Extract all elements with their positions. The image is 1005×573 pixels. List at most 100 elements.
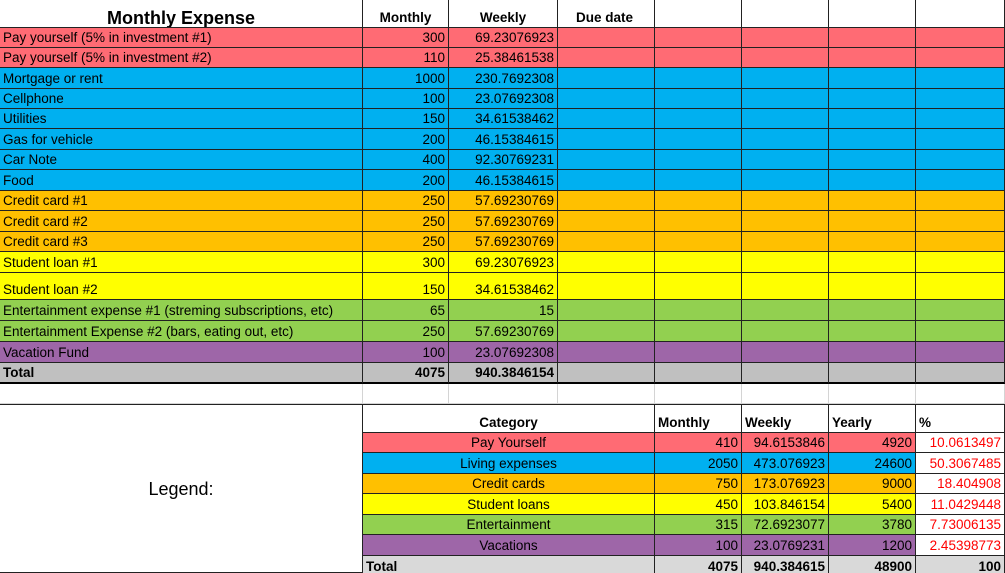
expense-monthly[interactable]: 110 xyxy=(363,48,449,68)
empty-cell[interactable] xyxy=(742,342,829,363)
expense-monthly[interactable]: 400 xyxy=(363,150,449,170)
empty-cell[interactable] xyxy=(558,232,655,252)
legend-weekly[interactable]: 72.6923077 xyxy=(742,515,829,535)
legend-weekly[interactable]: 473.076923 xyxy=(742,453,829,474)
legend-percent[interactable]: 2.45398773 xyxy=(916,535,1005,556)
expense-monthly[interactable]: 250 xyxy=(363,191,449,211)
empty-cell[interactable] xyxy=(916,300,1005,321)
empty-cell[interactable] xyxy=(742,89,829,109)
empty-cell[interactable] xyxy=(829,68,916,89)
expense-weekly[interactable]: 92.30769231 xyxy=(449,150,558,170)
header-due-date[interactable]: Due date xyxy=(558,0,655,28)
expense-name[interactable]: Pay yourself (5% in investment #1) xyxy=(0,28,363,48)
empty-cell[interactable] xyxy=(558,321,655,342)
empty-cell[interactable] xyxy=(829,0,916,28)
expense-weekly[interactable]: 57.69230769 xyxy=(449,191,558,211)
legend-header-percent[interactable]: % xyxy=(916,404,1005,433)
empty-cell[interactable] xyxy=(916,0,1005,28)
empty-cell[interactable] xyxy=(916,191,1005,211)
expense-weekly[interactable]: 57.69230769 xyxy=(449,211,558,232)
total-monthly[interactable]: 4075 xyxy=(363,363,449,384)
expense-monthly[interactable]: 100 xyxy=(363,89,449,109)
legend-yearly[interactable]: 4920 xyxy=(829,433,916,453)
empty-cell[interactable] xyxy=(655,68,742,89)
legend-category[interactable]: Vacations xyxy=(363,535,655,556)
empty-cell[interactable] xyxy=(916,252,1005,273)
empty-cell[interactable] xyxy=(655,300,742,321)
expense-weekly[interactable]: 34.61538462 xyxy=(449,109,558,129)
empty-cell[interactable] xyxy=(558,363,655,384)
empty-cell[interactable] xyxy=(916,28,1005,48)
empty-cell[interactable] xyxy=(829,170,916,191)
legend-category[interactable]: Pay Yourself xyxy=(363,433,655,453)
expense-weekly[interactable]: 15 xyxy=(449,300,558,321)
expense-weekly[interactable]: 46.15384615 xyxy=(449,170,558,191)
empty-cell[interactable] xyxy=(558,300,655,321)
legend-total-weekly[interactable]: 940.384615 xyxy=(742,556,829,573)
legend-category[interactable]: Student loans xyxy=(363,494,655,515)
empty-cell[interactable] xyxy=(916,109,1005,129)
empty-cell[interactable] xyxy=(742,150,829,170)
empty-cell[interactable] xyxy=(0,384,363,404)
empty-cell[interactable] xyxy=(742,252,829,273)
expense-monthly[interactable]: 1000 xyxy=(363,68,449,89)
legend-yearly[interactable]: 24600 xyxy=(829,453,916,474)
expense-monthly[interactable]: 300 xyxy=(363,28,449,48)
legend-header-yearly[interactable]: Yearly xyxy=(829,404,916,433)
empty-cell[interactable] xyxy=(655,28,742,48)
empty-cell[interactable] xyxy=(742,384,829,404)
empty-cell[interactable] xyxy=(742,363,829,384)
empty-cell[interactable] xyxy=(829,89,916,109)
empty-cell[interactable] xyxy=(558,48,655,68)
legend-monthly[interactable]: 750 xyxy=(655,474,742,494)
header-monthly[interactable]: Monthly xyxy=(363,0,449,28)
expense-name[interactable]: Utilities xyxy=(0,109,363,129)
empty-cell[interactable] xyxy=(829,191,916,211)
legend-header-weekly[interactable]: Weekly xyxy=(742,404,829,433)
empty-cell[interactable] xyxy=(655,109,742,129)
empty-cell[interactable] xyxy=(655,321,742,342)
legend-total-percent[interactable]: 100 xyxy=(916,556,1005,573)
empty-cell[interactable] xyxy=(558,89,655,109)
legend-monthly[interactable]: 100 xyxy=(655,535,742,556)
empty-cell[interactable] xyxy=(655,170,742,191)
expense-name[interactable]: Food xyxy=(0,170,363,191)
empty-cell[interactable] xyxy=(742,273,829,300)
expense-name[interactable]: Gas for vehicle xyxy=(0,129,363,150)
expense-name[interactable]: Mortgage or rent xyxy=(0,68,363,89)
empty-cell[interactable] xyxy=(742,28,829,48)
expense-name[interactable]: Cellphone xyxy=(0,89,363,109)
empty-cell[interactable] xyxy=(829,28,916,48)
empty-cell[interactable] xyxy=(829,150,916,170)
empty-cell[interactable] xyxy=(655,191,742,211)
expense-weekly[interactable]: 23.07692308 xyxy=(449,89,558,109)
empty-cell[interactable] xyxy=(829,300,916,321)
expense-monthly[interactable]: 150 xyxy=(363,109,449,129)
empty-cell[interactable] xyxy=(558,384,655,404)
empty-cell[interactable] xyxy=(558,252,655,273)
empty-cell[interactable] xyxy=(829,109,916,129)
legend-monthly[interactable]: 410 xyxy=(655,433,742,453)
empty-cell[interactable] xyxy=(916,48,1005,68)
empty-cell[interactable] xyxy=(742,211,829,232)
expense-monthly[interactable]: 250 xyxy=(363,232,449,252)
legend-yearly[interactable]: 3780 xyxy=(829,515,916,535)
empty-cell[interactable] xyxy=(655,89,742,109)
expense-monthly[interactable]: 250 xyxy=(363,321,449,342)
empty-cell[interactable] xyxy=(558,68,655,89)
empty-cell[interactable] xyxy=(655,232,742,252)
empty-cell[interactable] xyxy=(558,150,655,170)
empty-cell[interactable] xyxy=(742,109,829,129)
legend-total-label[interactable]: Total xyxy=(363,556,655,573)
legend-percent[interactable]: 7.73006135 xyxy=(916,515,1005,535)
legend-percent[interactable]: 11.0429448 xyxy=(916,494,1005,515)
empty-cell[interactable] xyxy=(558,109,655,129)
empty-cell[interactable] xyxy=(655,273,742,300)
legend-label[interactable]: Legend: xyxy=(0,404,363,573)
empty-cell[interactable] xyxy=(829,384,916,404)
empty-cell[interactable] xyxy=(916,321,1005,342)
empty-cell[interactable] xyxy=(742,0,829,28)
expense-monthly[interactable]: 100 xyxy=(363,342,449,363)
empty-cell[interactable] xyxy=(558,28,655,48)
